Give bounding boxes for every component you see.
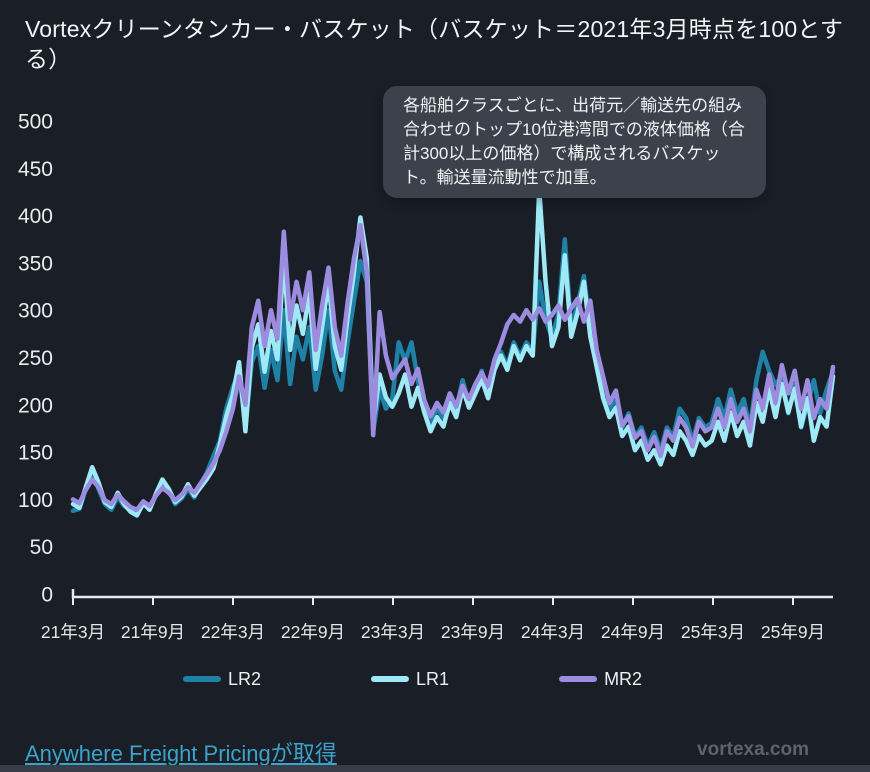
series-line-lr1 xyxy=(70,186,836,518)
legend-swatch-mr2 xyxy=(559,676,598,682)
x-tick-label: 22年9月 xyxy=(281,622,345,642)
series-line-lr2 xyxy=(70,237,836,516)
legend-item-lr1[interactable]: LR1 xyxy=(371,669,449,690)
x-tick-label: 25年9月 xyxy=(761,622,825,642)
series-line-mr2 xyxy=(70,222,836,513)
x-tick-label: 24年9月 xyxy=(601,622,665,642)
x-tick-label: 21年3月 xyxy=(41,622,105,642)
x-tick-label: 23年9月 xyxy=(441,622,505,642)
x-tick-label: 23年3月 xyxy=(361,622,425,642)
y-tick-label: 200 xyxy=(18,394,53,417)
y-tick-label: 500 xyxy=(18,111,53,134)
legend-swatch-lr1 xyxy=(371,676,410,682)
x-tick-label: 25年3月 xyxy=(681,622,745,642)
legend-label: MR2 xyxy=(604,668,643,689)
page-title: Vortexクリーンタンカー・バスケット（バスケット＝2021年3月時点を100… xyxy=(25,16,844,73)
y-tick-label: 300 xyxy=(18,300,53,323)
y-tick-label: 450 xyxy=(18,158,53,181)
y-tick-label: 250 xyxy=(18,347,53,370)
source-link[interactable]: Anywhere Freight Pricingが取得 xyxy=(25,741,337,766)
x-tick-label: 21年9月 xyxy=(121,622,185,642)
legend-label: LR1 xyxy=(416,668,450,689)
y-tick-label: 400 xyxy=(18,205,53,228)
tooltip-text: 各船舶クラスごとに、出荷元／輸送先の組み合わせのトップ10位港湾間での液体価格（… xyxy=(403,96,745,187)
legend-label: LR2 xyxy=(228,668,262,689)
y-tick-label: 50 xyxy=(30,536,53,559)
basket-definition-tooltip: 各船舶クラスごとに、出荷元／輸送先の組み合わせのトップ10位港湾間での液体価格（… xyxy=(383,86,766,198)
x-tick-label: 22年3月 xyxy=(201,622,265,642)
y-tick-label: 350 xyxy=(18,252,53,275)
x-axis-line xyxy=(71,589,833,599)
y-tick-label: 150 xyxy=(18,442,53,465)
y-tick-label: 0 xyxy=(41,584,53,607)
x-tick-label: 24年3月 xyxy=(521,622,585,642)
legend-swatch-lr2 xyxy=(183,676,221,682)
bottom-bar xyxy=(0,765,870,772)
legend-item-lr2[interactable]: LR2 xyxy=(183,669,261,690)
legend: LR2 LR1 MR2 xyxy=(183,664,642,694)
vortexa-watermark: vortexa.com xyxy=(697,739,809,760)
legend-item-mr2[interactable]: MR2 xyxy=(559,669,642,690)
y-tick-label: 100 xyxy=(18,489,53,512)
